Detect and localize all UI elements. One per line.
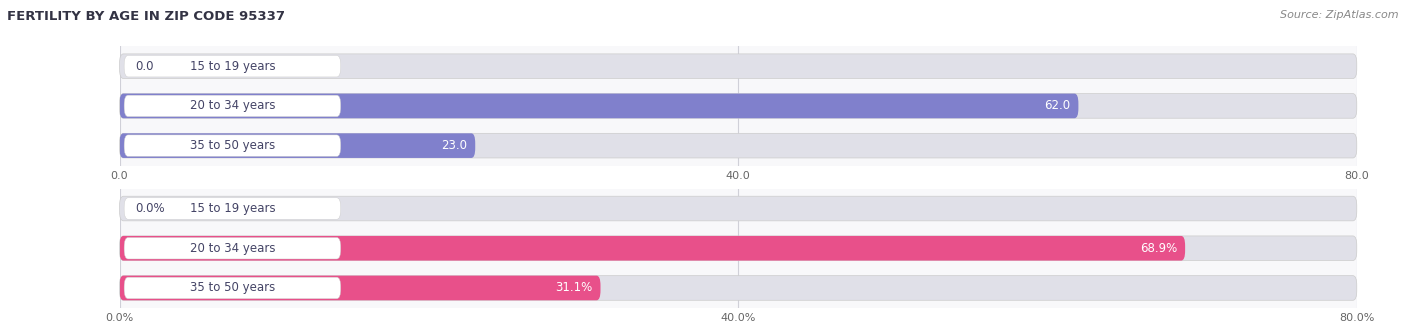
FancyBboxPatch shape	[120, 133, 1357, 158]
Text: 15 to 19 years: 15 to 19 years	[190, 60, 276, 73]
FancyBboxPatch shape	[120, 276, 1357, 300]
Text: Source: ZipAtlas.com: Source: ZipAtlas.com	[1281, 10, 1399, 20]
FancyBboxPatch shape	[120, 133, 475, 158]
FancyBboxPatch shape	[120, 54, 1357, 78]
FancyBboxPatch shape	[120, 236, 1357, 260]
Text: 15 to 19 years: 15 to 19 years	[190, 202, 276, 215]
Text: 35 to 50 years: 35 to 50 years	[190, 139, 276, 152]
Text: 62.0: 62.0	[1045, 99, 1071, 113]
Text: 0.0%: 0.0%	[135, 202, 165, 215]
Text: FERTILITY BY AGE IN ZIP CODE 95337: FERTILITY BY AGE IN ZIP CODE 95337	[7, 10, 285, 23]
FancyBboxPatch shape	[124, 56, 340, 77]
Text: 35 to 50 years: 35 to 50 years	[190, 281, 276, 295]
FancyBboxPatch shape	[124, 198, 340, 219]
FancyBboxPatch shape	[120, 94, 1078, 118]
FancyBboxPatch shape	[120, 196, 1357, 221]
FancyBboxPatch shape	[124, 277, 340, 299]
FancyBboxPatch shape	[120, 94, 1357, 118]
FancyBboxPatch shape	[124, 135, 340, 156]
FancyBboxPatch shape	[124, 238, 340, 259]
FancyBboxPatch shape	[120, 276, 600, 300]
Text: 0.0: 0.0	[135, 60, 153, 73]
Text: 31.1%: 31.1%	[555, 281, 593, 295]
FancyBboxPatch shape	[124, 95, 340, 117]
Text: 20 to 34 years: 20 to 34 years	[190, 99, 276, 113]
FancyBboxPatch shape	[120, 236, 1185, 260]
Text: 23.0: 23.0	[441, 139, 467, 152]
Text: 20 to 34 years: 20 to 34 years	[190, 242, 276, 255]
Text: 68.9%: 68.9%	[1140, 242, 1177, 255]
